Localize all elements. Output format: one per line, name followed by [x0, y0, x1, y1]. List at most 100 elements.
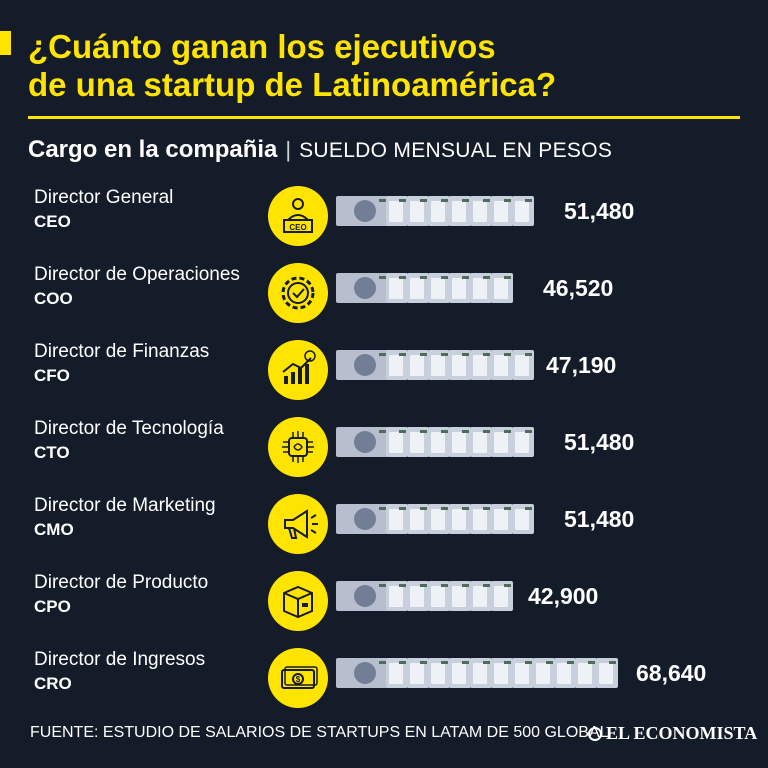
banknote — [336, 427, 388, 457]
salary-bar — [336, 581, 516, 611]
banknote — [491, 273, 513, 303]
banknote — [428, 427, 450, 457]
banknote — [386, 273, 408, 303]
chart-row: Director de Finanzas CFO 47,190 — [0, 340, 768, 416]
growth-chart-icon — [268, 340, 328, 400]
column-header: Cargo en la compañia | SUELDO MENSUAL EN P… — [28, 136, 612, 165]
salary-bar — [336, 350, 534, 380]
salary-bar — [336, 658, 624, 688]
role-label: Director de Ingresos — [34, 649, 206, 670]
role-abbreviation: COO — [34, 289, 73, 308]
gear-check-icon — [268, 263, 328, 323]
chart-row: Director General CEO CEO 51,480 — [0, 186, 768, 262]
banknote — [386, 658, 408, 688]
banknote — [470, 504, 492, 534]
salary-bar — [336, 427, 552, 457]
chart-title: ¿Cuánto ganan los ejecutivos de una star… — [28, 28, 556, 104]
banknote — [449, 427, 471, 457]
banknote — [470, 427, 492, 457]
banknote — [336, 658, 388, 688]
banknote — [336, 581, 388, 611]
banknote — [512, 196, 534, 226]
role-label: Director de Tecnología — [34, 418, 224, 439]
chart-row: Director de Marketing CMO 51,480 — [0, 494, 768, 570]
banknote — [449, 581, 471, 611]
banknote — [407, 658, 429, 688]
banknote — [428, 196, 450, 226]
role-label: Director General — [34, 187, 174, 208]
banknote — [554, 658, 576, 688]
banknote — [491, 427, 513, 457]
banknote — [428, 273, 450, 303]
salary-bar — [336, 273, 531, 303]
role-abbreviation: CRO — [34, 674, 72, 693]
banknote — [428, 350, 450, 380]
salary-value-label: 42,900 — [528, 583, 599, 609]
banknote — [512, 350, 534, 380]
banknote — [428, 504, 450, 534]
banknote — [407, 273, 429, 303]
banknote — [407, 427, 429, 457]
executive-ceo-icon: CEO — [268, 186, 328, 246]
role-abbreviation: CMO — [34, 520, 74, 539]
banknote — [596, 658, 618, 688]
banknote — [533, 658, 555, 688]
banknote — [470, 196, 492, 226]
title-line-2: de una startup de Latinoamérica? — [28, 66, 557, 103]
salary-value-label: 51,480 — [564, 506, 635, 532]
banknote — [491, 581, 513, 611]
banknote — [449, 658, 471, 688]
role-label: Director de Producto — [34, 572, 209, 593]
role-label: Director de Marketing — [34, 495, 216, 516]
chart-row: Director de Tecnología CTO 51,480 — [0, 417, 768, 493]
banknote — [386, 196, 408, 226]
banknote — [386, 350, 408, 380]
logo-text: EL ECONOMISTA — [606, 723, 758, 743]
salary-value-label: 51,480 — [564, 429, 635, 455]
banknote — [407, 196, 429, 226]
banknote — [491, 350, 513, 380]
banknote — [512, 504, 534, 534]
banknote — [512, 427, 534, 457]
el-economista-logo: EL ECONOMISTA — [588, 722, 757, 744]
source-note: FUENTE: ESTUDIO DE SALARIOS DE STARTUPS … — [30, 724, 609, 741]
package-box-icon — [268, 571, 328, 631]
banknote — [491, 658, 513, 688]
salary-bar — [336, 504, 552, 534]
banknote — [407, 581, 429, 611]
banknote — [428, 581, 450, 611]
chart-row: Director de Operaciones COO 46,520 — [0, 263, 768, 339]
chip-brain-icon — [268, 417, 328, 477]
svg-text:$: $ — [296, 675, 301, 684]
banknote — [386, 581, 408, 611]
logo-mark-icon — [588, 727, 602, 741]
banknote — [512, 658, 534, 688]
role-label: Director de Operaciones — [34, 264, 240, 285]
banknote — [336, 350, 388, 380]
banknote — [449, 504, 471, 534]
banknote — [449, 196, 471, 226]
banknote — [386, 427, 408, 457]
banknote — [449, 273, 471, 303]
salary-value-label: 68,640 — [636, 660, 707, 686]
banknote — [575, 658, 597, 688]
unit-label: SUELDO MENSUAL EN PESOS — [299, 139, 613, 162]
banknote — [470, 581, 492, 611]
banknote — [407, 350, 429, 380]
salary-value-label: 46,520 — [543, 275, 614, 301]
title-accent-bar — [0, 31, 11, 55]
banknote — [407, 504, 429, 534]
banknote — [336, 504, 388, 534]
megaphone-icon — [268, 494, 328, 554]
banknote — [470, 273, 492, 303]
title-line-1: ¿Cuánto ganan los ejecutivos — [28, 28, 496, 65]
role-abbreviation: CTO — [34, 443, 70, 462]
salary-value-label: 51,480 — [564, 198, 635, 224]
role-abbreviation: CPO — [34, 597, 71, 616]
role-abbreviation: CFO — [34, 366, 70, 385]
title-divider — [28, 116, 740, 119]
banknote — [336, 273, 388, 303]
banknote — [449, 350, 471, 380]
banknote — [386, 504, 408, 534]
chart-row: Director de Producto CPO 42,900 — [0, 571, 768, 647]
